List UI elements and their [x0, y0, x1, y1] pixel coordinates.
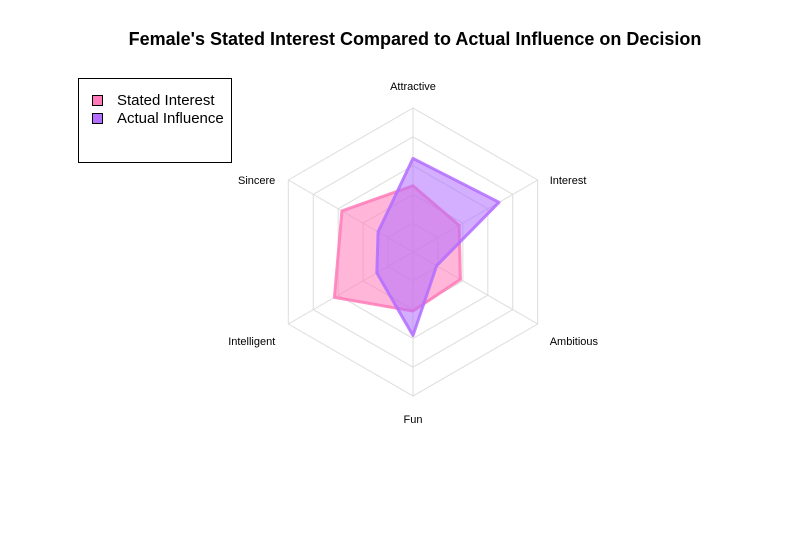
- radar-axis-labels: Attractive Interest Ambitious Fun Intelligen…: [228, 81, 598, 426]
- legend-swatch-actual-influence: [92, 112, 103, 124]
- legend-label-actual-influence: Actual Influence: [117, 109, 224, 127]
- radar-series: [332, 156, 501, 338]
- axis-label-fun: Fun: [404, 414, 423, 426]
- axis-label-intelligent: Intelligent: [228, 336, 275, 348]
- axis-label-ambitious: Ambitious: [550, 336, 599, 348]
- legend-item-stated-interest: Stated Interest: [92, 91, 215, 109]
- axis-label-attractive: Attractive: [390, 81, 436, 93]
- axis-label-interest: Interest: [550, 175, 587, 187]
- legend: Stated Interest Actual Influence: [78, 78, 232, 163]
- legend-item-actual-influence: Actual Influence: [92, 109, 224, 127]
- series-area-actual-influence: [375, 156, 501, 338]
- legend-label-stated-interest: Stated Interest: [117, 91, 215, 109]
- axis-label-sincere: Sincere: [238, 175, 275, 187]
- chart-title: Female's Stated Interest Compared to Act…: [128, 29, 702, 49]
- legend-swatch-stated-interest: [92, 94, 103, 106]
